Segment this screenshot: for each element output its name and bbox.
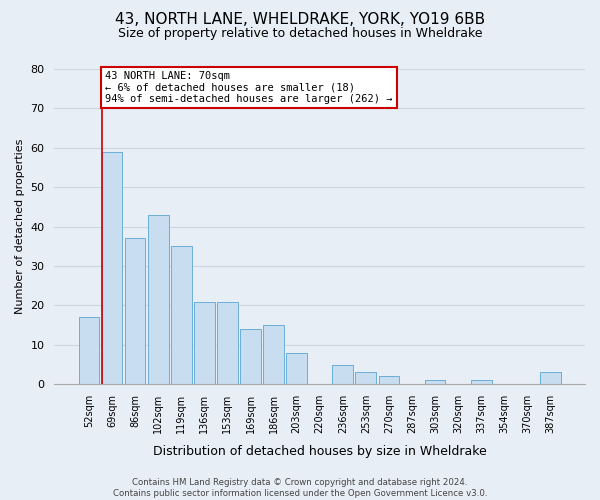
Text: 43 NORTH LANE: 70sqm
← 6% of detached houses are smaller (18)
94% of semi-detach: 43 NORTH LANE: 70sqm ← 6% of detached ho… <box>105 71 392 104</box>
Y-axis label: Number of detached properties: Number of detached properties <box>15 139 25 314</box>
Bar <box>471 380 491 384</box>
Bar <box>379 376 400 384</box>
Bar <box>194 302 215 384</box>
Bar <box>286 353 307 384</box>
Text: Size of property relative to detached houses in Wheldrake: Size of property relative to detached ho… <box>118 28 482 40</box>
Bar <box>355 372 376 384</box>
Bar <box>240 329 261 384</box>
Text: 43, NORTH LANE, WHELDRAKE, YORK, YO19 6BB: 43, NORTH LANE, WHELDRAKE, YORK, YO19 6B… <box>115 12 485 28</box>
Bar <box>263 325 284 384</box>
X-axis label: Distribution of detached houses by size in Wheldrake: Distribution of detached houses by size … <box>153 444 487 458</box>
Bar <box>540 372 561 384</box>
Text: Contains HM Land Registry data © Crown copyright and database right 2024.
Contai: Contains HM Land Registry data © Crown c… <box>113 478 487 498</box>
Bar <box>425 380 445 384</box>
Bar <box>148 215 169 384</box>
Bar <box>79 318 99 384</box>
Bar <box>125 238 145 384</box>
Bar <box>217 302 238 384</box>
Bar <box>101 152 122 384</box>
Bar <box>332 364 353 384</box>
Bar <box>171 246 191 384</box>
